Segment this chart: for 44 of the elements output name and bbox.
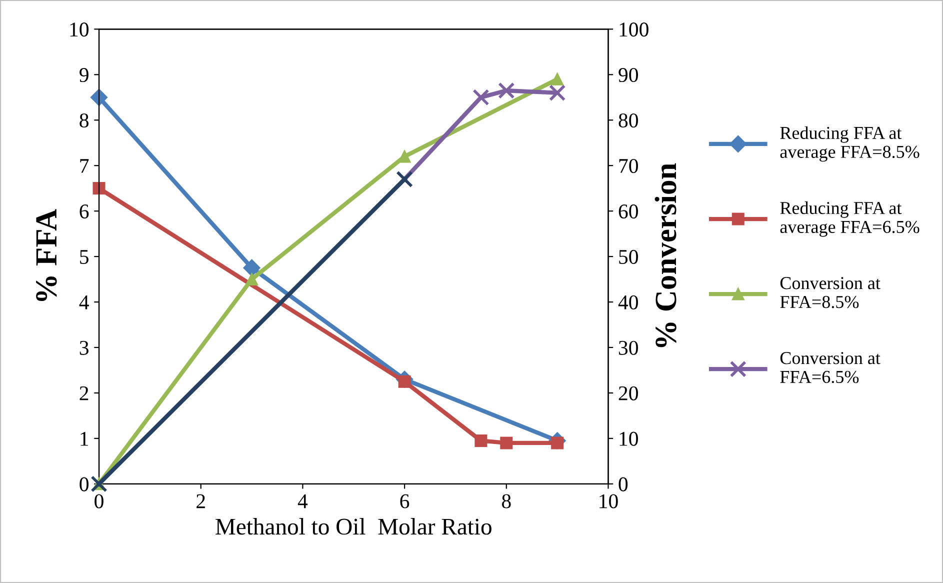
y-tick-label: 2 <box>80 386 88 400</box>
y-tick-label: 8 <box>80 113 88 128</box>
point <box>92 182 106 195</box>
legend-label: Reducing FFA at average FFA=6.5% <box>780 201 920 237</box>
x-tick-label: 4 <box>298 494 308 508</box>
y-tick-label: 9 <box>80 68 88 82</box>
y-tick-label: 10 <box>70 22 88 37</box>
y-tick-label: 5 <box>80 250 88 264</box>
point <box>472 89 490 106</box>
y-tick-label: 7 <box>80 159 89 173</box>
point <box>500 436 513 450</box>
y-tick-label: 4 <box>79 296 89 310</box>
y-tick-label: 6 <box>80 204 89 218</box>
y-axis-title: % FFA <box>36 209 57 302</box>
y2-tick-label: 0 <box>618 477 628 492</box>
y2-tick-label: 100 <box>620 22 648 37</box>
y-tick-label: 0 <box>80 477 88 492</box>
y2-tick-label: 60 <box>618 204 638 218</box>
y2-tick-label: 50 <box>619 250 638 264</box>
y2-tick-label: 10 <box>620 432 638 446</box>
y2-tick-label: 90 <box>618 68 638 82</box>
y-tick-label: 3 <box>80 340 88 355</box>
y2-axis-title: % Conversion <box>654 163 676 348</box>
x-tick-label: 10 <box>600 494 618 508</box>
y-tick-label: 1 <box>80 432 88 446</box>
point <box>498 82 515 99</box>
point <box>548 84 566 102</box>
y2-tick-label: 70 <box>619 158 638 174</box>
legend-label: Conversion at FFA=8.5% <box>780 277 880 308</box>
legend-label: Conversion at FFA=6.5% <box>780 352 880 384</box>
x-tick-label: 6 <box>400 494 410 508</box>
x-tick-label: 2 <box>196 494 205 508</box>
point <box>474 434 488 447</box>
point <box>551 72 564 86</box>
y2-tick-label: 80 <box>618 113 638 128</box>
y2-tick-label: 20 <box>618 386 638 400</box>
legend-label: Reducing FFA at average FFA=8.5% <box>780 126 920 162</box>
x-tick-label: 8 <box>502 494 511 508</box>
y2-tick-label: 40 <box>618 295 638 310</box>
x-axis-title: Methanol to Oil Molar Ratio <box>216 518 492 535</box>
point <box>243 259 260 276</box>
point <box>246 273 258 286</box>
x-tick-label: 0 <box>94 494 104 508</box>
y2-tick-label: 30 <box>618 340 638 355</box>
